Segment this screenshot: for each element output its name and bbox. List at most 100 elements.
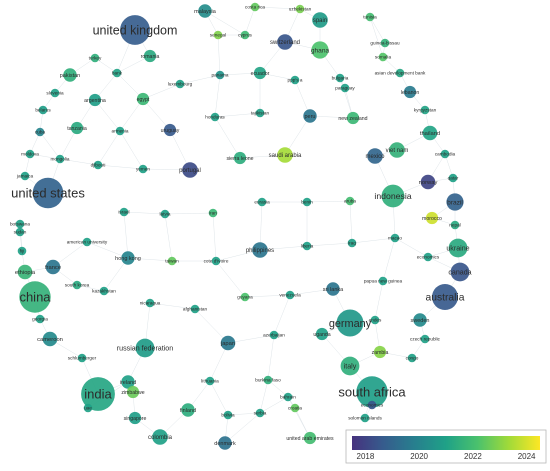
node-qatar[interactable] xyxy=(448,173,458,183)
node-yemen[interactable] xyxy=(138,164,148,174)
node-zimbabwe[interactable] xyxy=(126,385,140,399)
node-fiji[interactable] xyxy=(17,246,27,256)
node-new-zealand[interactable] xyxy=(346,111,360,125)
node-burkina-faso[interactable] xyxy=(263,375,273,385)
node-macao[interactable] xyxy=(390,233,400,243)
node-ukraine[interactable] xyxy=(448,238,468,258)
node-slovenia[interactable] xyxy=(50,88,60,98)
node-benin[interactable] xyxy=(302,197,312,207)
node-turkey[interactable] xyxy=(90,53,100,63)
node-cote-d-ivoire[interactable] xyxy=(211,256,221,266)
node-singapore[interactable] xyxy=(128,411,142,425)
node-finland[interactable] xyxy=(181,403,195,417)
node-serbia[interactable] xyxy=(255,408,265,418)
node-tanzania[interactable] xyxy=(70,121,84,135)
node-uruguay[interactable] xyxy=(163,123,177,137)
node-croatia[interactable] xyxy=(290,403,300,413)
node-italy[interactable] xyxy=(340,356,360,376)
node-morocco[interactable] xyxy=(425,211,439,225)
node-brazil[interactable] xyxy=(446,193,464,211)
node-congo[interactable] xyxy=(407,353,417,363)
node-georgia[interactable] xyxy=(35,314,45,324)
node-uae[interactable] xyxy=(83,403,93,413)
node-ethiopia[interactable] xyxy=(17,264,33,280)
node-peru[interactable] xyxy=(303,109,317,123)
node-china[interactable] xyxy=(19,281,51,313)
node-viet-nam[interactable] xyxy=(389,142,405,158)
node-united-states[interactable] xyxy=(32,177,64,209)
node-papua-new-guinea[interactable] xyxy=(378,276,388,286)
node-czech-republic[interactable] xyxy=(420,334,430,344)
node-south-africa[interactable] xyxy=(356,376,388,408)
node-economics[interactable] xyxy=(367,400,377,410)
node-armenia[interactable] xyxy=(115,126,125,136)
node-schlumberger[interactable] xyxy=(77,353,87,363)
node-argentina[interactable] xyxy=(88,93,102,107)
node-asian-development-bank[interactable] xyxy=(395,68,405,78)
node-ireland[interactable] xyxy=(121,375,135,389)
node-united-arab-emirates[interactable] xyxy=(303,431,317,445)
node-colombia[interactable] xyxy=(152,429,168,445)
node-uganda[interactable] xyxy=(315,327,329,341)
node-lebanon[interactable] xyxy=(403,85,417,99)
node-bank[interactable] xyxy=(112,68,122,78)
node-norway[interactable] xyxy=(420,174,436,190)
node-ppp-s-a[interactable] xyxy=(290,75,300,85)
node-canada[interactable] xyxy=(450,262,470,282)
node-mongolia[interactable] xyxy=(55,154,65,164)
node-israel[interactable] xyxy=(119,207,129,217)
node-russian-federation[interactable] xyxy=(135,338,155,358)
node-liberia[interactable] xyxy=(302,241,312,251)
node-south-korea[interactable] xyxy=(72,280,82,290)
node-eurasia[interactable] xyxy=(257,197,267,207)
node-costa-rica[interactable] xyxy=(250,2,260,12)
node-luxembourg[interactable] xyxy=(175,79,185,89)
node-paraguay[interactable] xyxy=(340,83,350,93)
node-afghanistan[interactable] xyxy=(190,304,200,314)
node-denmark[interactable] xyxy=(218,436,232,450)
node-american-university[interactable] xyxy=(82,237,92,247)
node-kyrgyzstan[interactable] xyxy=(420,105,430,115)
node-lithuania[interactable] xyxy=(205,376,215,386)
node-sri-lanka[interactable] xyxy=(326,282,340,296)
node-andes[interactable] xyxy=(370,315,380,325)
node-switzerland[interactable] xyxy=(277,34,293,50)
node-romania[interactable] xyxy=(143,49,157,63)
node-iran[interactable] xyxy=(208,208,218,218)
node-spain[interactable] xyxy=(312,12,328,28)
node-ecuador[interactable] xyxy=(253,66,267,80)
node-ghana[interactable] xyxy=(311,41,329,59)
node-nepal[interactable] xyxy=(450,220,460,230)
node-philippines[interactable] xyxy=(252,242,268,258)
node-kazakhstan[interactable] xyxy=(99,286,109,296)
node-bahrain[interactable] xyxy=(283,392,293,402)
node-sudan[interactable] xyxy=(15,227,25,237)
node-bulgaria[interactable] xyxy=(335,73,345,83)
node-senegal[interactable] xyxy=(213,30,223,40)
node-cyprus[interactable] xyxy=(240,30,250,40)
node-germany[interactable] xyxy=(336,309,364,337)
node-malaysia[interactable] xyxy=(198,4,212,18)
node-botswana[interactable] xyxy=(15,219,25,229)
node-uzbekistan[interactable] xyxy=(295,4,305,14)
node-indonesia[interactable] xyxy=(381,184,405,208)
node-portugal[interactable] xyxy=(182,162,198,178)
node-somalia[interactable] xyxy=(378,52,388,62)
node-saudi-arabia[interactable] xyxy=(277,147,293,163)
node-hong-kong[interactable] xyxy=(121,251,135,265)
node-cambodia[interactable] xyxy=(440,149,450,159)
node-aruba[interactable] xyxy=(345,196,355,206)
node-cameroon[interactable] xyxy=(42,331,58,347)
node-india[interactable] xyxy=(81,377,115,411)
node-nicaragua[interactable] xyxy=(145,298,155,308)
node-guinea-bissau[interactable] xyxy=(380,38,390,48)
node-united-kingdom[interactable] xyxy=(120,15,150,45)
node-economics[interactable] xyxy=(423,252,433,262)
node-zambia[interactable] xyxy=(373,345,387,359)
node-guyana[interactable] xyxy=(240,292,250,302)
node-azerbaijan[interactable] xyxy=(269,330,279,340)
node-panama[interactable] xyxy=(215,70,225,80)
node-jamaica[interactable] xyxy=(20,171,30,181)
node-sweden[interactable] xyxy=(413,313,427,327)
node-honduras[interactable] xyxy=(210,112,220,122)
